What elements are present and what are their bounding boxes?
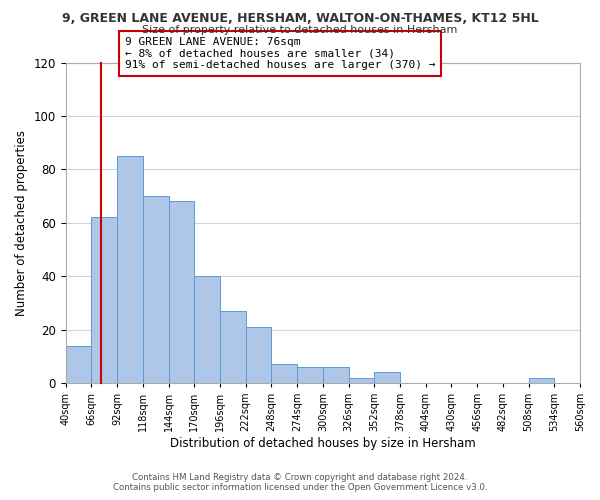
Bar: [529, 378, 554, 383]
Bar: [245, 327, 271, 383]
Y-axis label: Number of detached properties: Number of detached properties: [15, 130, 28, 316]
Bar: [220, 311, 245, 383]
Bar: [65, 346, 91, 383]
Bar: [374, 372, 400, 383]
Bar: [91, 218, 117, 383]
Text: Contains HM Land Registry data © Crown copyright and database right 2024.
Contai: Contains HM Land Registry data © Crown c…: [113, 473, 487, 492]
Bar: [271, 364, 297, 383]
Text: Size of property relative to detached houses in Hersham: Size of property relative to detached ho…: [142, 25, 458, 35]
Text: 9 GREEN LANE AVENUE: 76sqm
← 8% of detached houses are smaller (34)
91% of semi-: 9 GREEN LANE AVENUE: 76sqm ← 8% of detac…: [125, 37, 436, 70]
Text: 9, GREEN LANE AVENUE, HERSHAM, WALTON-ON-THAMES, KT12 5HL: 9, GREEN LANE AVENUE, HERSHAM, WALTON-ON…: [62, 12, 538, 26]
X-axis label: Distribution of detached houses by size in Hersham: Distribution of detached houses by size …: [170, 437, 476, 450]
Bar: [349, 378, 374, 383]
Bar: [297, 367, 323, 383]
Bar: [323, 367, 349, 383]
Bar: [143, 196, 169, 383]
Bar: [117, 156, 143, 383]
Bar: [194, 276, 220, 383]
Bar: [169, 202, 194, 383]
